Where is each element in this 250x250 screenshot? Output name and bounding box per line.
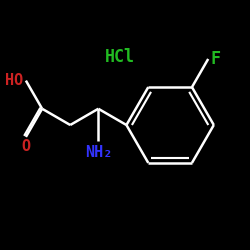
Text: HO: HO [5,73,24,88]
Text: F: F [211,50,221,68]
Text: NH₂: NH₂ [85,145,112,160]
Text: HCl: HCl [105,48,135,66]
Text: O: O [21,140,30,154]
